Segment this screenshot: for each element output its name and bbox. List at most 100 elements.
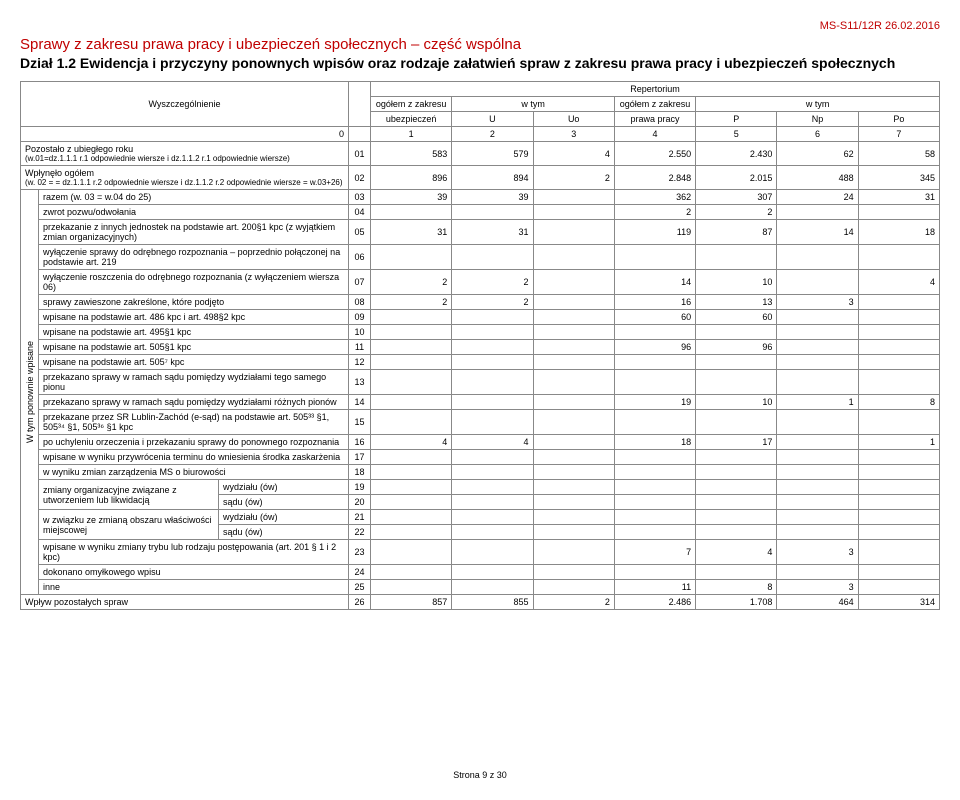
main-table: Wyszczególnienie Repertorium ogółem z za…: [20, 81, 940, 610]
table-cell: 31: [371, 220, 452, 245]
row-idx: 11: [349, 340, 371, 355]
col-Po: Po: [858, 112, 939, 127]
row-idx: 14: [349, 395, 371, 410]
table-cell: [777, 205, 858, 220]
table-cell: [533, 355, 614, 370]
table-cell: [614, 245, 695, 270]
table-cell: [371, 340, 452, 355]
table-cell: 1: [858, 435, 939, 450]
table-cell: 24: [777, 190, 858, 205]
table-cell: [858, 325, 939, 340]
row-idx: 19: [349, 480, 371, 495]
table-cell: 11: [614, 580, 695, 595]
table-cell: [777, 410, 858, 435]
col-og2: ogółem z zakresu: [614, 97, 695, 112]
table-cell: 17: [696, 435, 777, 450]
table-cell: [777, 325, 858, 340]
table-cell: [696, 495, 777, 510]
table-cell: [777, 510, 858, 525]
table-cell: [371, 325, 452, 340]
table-cell: [858, 510, 939, 525]
table-cell: 60: [696, 310, 777, 325]
table-cell: [858, 410, 939, 435]
table-cell: [696, 525, 777, 540]
table-cell: 14: [777, 220, 858, 245]
table-cell: [614, 450, 695, 465]
table-cell: [533, 340, 614, 355]
table-cell: [371, 510, 452, 525]
section-title: Sprawy z zakresu prawa pracy i ubezpiecz…: [20, 36, 940, 53]
table-cell: [696, 355, 777, 370]
table-cell: 2: [696, 205, 777, 220]
table-cell: 4: [858, 270, 939, 295]
table-cell: [452, 540, 533, 565]
table-cell: 1: [777, 395, 858, 410]
table-cell: [858, 310, 939, 325]
table-cell: [614, 565, 695, 580]
col-U: U: [452, 112, 533, 127]
table-cell: [533, 480, 614, 495]
row-idx: 03: [349, 190, 371, 205]
row-label: dokonano omyłkowego wpisu: [39, 565, 349, 580]
table-cell: [777, 480, 858, 495]
table-cell: [777, 450, 858, 465]
table-cell: 2.486: [614, 595, 695, 610]
table-cell: 62: [777, 142, 858, 166]
table-cell: 2: [533, 166, 614, 190]
row-label: Pozostało z ubiegłego roku(w.01=dz.1.1.1…: [21, 142, 349, 166]
row-label: wpisane na podstawie art. 495§1 kpc: [39, 325, 349, 340]
table-cell: [696, 370, 777, 395]
table-cell: [614, 355, 695, 370]
table-cell: [696, 465, 777, 480]
table-cell: [777, 465, 858, 480]
table-cell: [858, 465, 939, 480]
dzial-title: Dział 1.2 Ewidencja i przyczyny ponownyc…: [20, 55, 940, 71]
table-cell: [533, 205, 614, 220]
table-cell: 583: [371, 142, 452, 166]
table-cell: [533, 495, 614, 510]
table-cell: 2: [452, 295, 533, 310]
table-cell: 896: [371, 166, 452, 190]
table-cell: [533, 370, 614, 395]
table-cell: 39: [371, 190, 452, 205]
table-cell: 2: [533, 595, 614, 610]
table-cell: [452, 370, 533, 395]
table-cell: 2.015: [696, 166, 777, 190]
row-label: zwrot pozwu/odwołania: [39, 205, 349, 220]
table-cell: [371, 355, 452, 370]
table-cell: [371, 465, 452, 480]
table-cell: [371, 525, 452, 540]
table-cell: [533, 325, 614, 340]
table-cell: [858, 355, 939, 370]
row-label2: wydziału (ów): [219, 510, 349, 525]
cn1: 1: [371, 127, 452, 142]
row-idx: 09: [349, 310, 371, 325]
table-cell: 31: [858, 190, 939, 205]
table-cell: [371, 395, 452, 410]
side-label: W tym ponownie wpisane: [21, 190, 39, 595]
table-cell: 3: [777, 580, 858, 595]
table-cell: [452, 205, 533, 220]
cn4: 4: [614, 127, 695, 142]
col-wtym2: w tym: [696, 97, 940, 112]
table-cell: [452, 465, 533, 480]
table-cell: [452, 310, 533, 325]
col-blank: [349, 82, 371, 127]
row-idx: 21: [349, 510, 371, 525]
table-cell: 1.708: [696, 595, 777, 610]
table-cell: [371, 370, 452, 395]
table-cell: 10: [696, 395, 777, 410]
col-wysz: Wyszczególnienie: [21, 82, 349, 127]
table-cell: 345: [858, 166, 939, 190]
table-cell: [533, 310, 614, 325]
table-cell: [533, 220, 614, 245]
table-cell: [371, 205, 452, 220]
row-label: wpisane na podstawie art. 486 kpc i art.…: [39, 310, 349, 325]
table-cell: [696, 480, 777, 495]
table-cell: [858, 205, 939, 220]
table-cell: 2: [371, 295, 452, 310]
table-cell: [533, 580, 614, 595]
table-cell: 16: [614, 295, 695, 310]
table-cell: [533, 465, 614, 480]
row-label: wpisane na podstawie art. 505⁷ kpc: [39, 355, 349, 370]
